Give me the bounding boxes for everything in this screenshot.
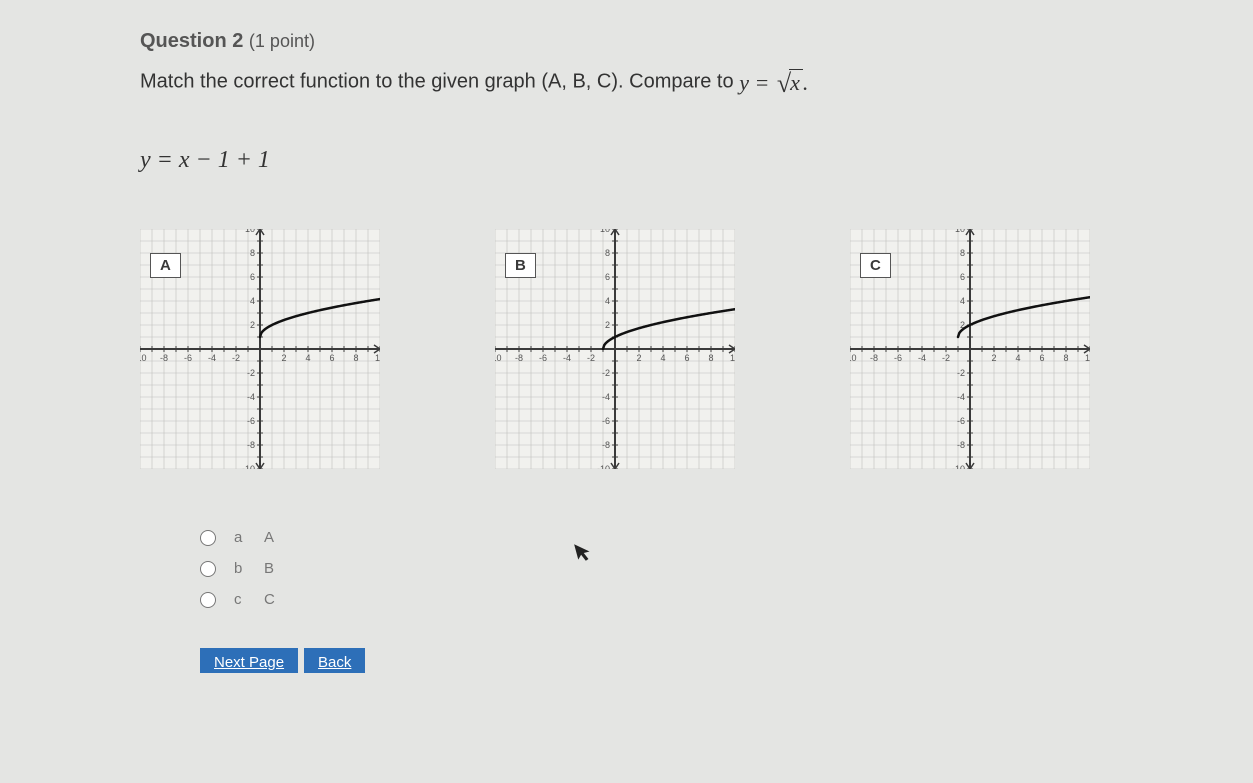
svg-text:-10: -10 xyxy=(597,464,610,469)
svg-text:4: 4 xyxy=(960,296,965,306)
svg-text:-6: -6 xyxy=(602,416,610,426)
graphs-row: A -10 -10 -8 -8 -6 -6 -4 -4 -2 -2 2 2 4 4 6 6 8 8 10 10 B -… xyxy=(140,229,1253,469)
svg-text:-2: -2 xyxy=(247,368,255,378)
svg-text:-2: -2 xyxy=(587,353,595,363)
radio-b[interactable] xyxy=(200,561,216,577)
svg-text:-8: -8 xyxy=(602,440,610,450)
svg-text:8: 8 xyxy=(1063,353,1068,363)
svg-text:6: 6 xyxy=(1039,353,1044,363)
question-number: Question 2 xyxy=(140,30,243,52)
radio-a[interactable] xyxy=(200,530,216,546)
svg-text:6: 6 xyxy=(605,272,610,282)
svg-text:4: 4 xyxy=(250,296,255,306)
svg-text:-8: -8 xyxy=(160,353,168,363)
svg-text:10: 10 xyxy=(600,229,610,234)
svg-text:-10: -10 xyxy=(242,464,255,469)
option-b[interactable]: b B xyxy=(200,560,1253,577)
svg-text:-4: -4 xyxy=(563,353,571,363)
compare-expression: y = x. xyxy=(739,67,808,97)
svg-text:-10: -10 xyxy=(952,464,965,469)
svg-text:-6: -6 xyxy=(539,353,547,363)
svg-text:2: 2 xyxy=(250,320,255,330)
svg-text:2: 2 xyxy=(281,353,286,363)
svg-text:-10: -10 xyxy=(850,353,857,363)
svg-text:10: 10 xyxy=(245,229,255,234)
option-value-c: C xyxy=(264,591,275,608)
svg-text:-4: -4 xyxy=(957,392,965,402)
question-points: (1 point) xyxy=(249,31,315,51)
answer-options: a A b B c C xyxy=(200,529,1253,608)
svg-text:6: 6 xyxy=(684,353,689,363)
svg-text:4: 4 xyxy=(605,296,610,306)
option-value-b: B xyxy=(264,560,274,577)
prompt-text: Match the correct function to the given … xyxy=(140,70,734,92)
option-c[interactable]: c C xyxy=(200,591,1253,608)
svg-text:2: 2 xyxy=(605,320,610,330)
svg-text:-6: -6 xyxy=(894,353,902,363)
svg-text:-4: -4 xyxy=(602,392,610,402)
svg-text:-8: -8 xyxy=(957,440,965,450)
svg-text:-8: -8 xyxy=(870,353,878,363)
svg-text:2: 2 xyxy=(636,353,641,363)
svg-text:-4: -4 xyxy=(208,353,216,363)
graph-label-b: B xyxy=(505,253,536,278)
svg-text:-2: -2 xyxy=(957,368,965,378)
svg-text:-10: -10 xyxy=(495,353,502,363)
question-prompt: Match the correct function to the given … xyxy=(140,67,1253,97)
radio-c[interactable] xyxy=(200,592,216,608)
svg-text:-2: -2 xyxy=(232,353,240,363)
svg-text:4: 4 xyxy=(1015,353,1020,363)
svg-text:8: 8 xyxy=(708,353,713,363)
graph-label-c: C xyxy=(860,253,891,278)
svg-text:10: 10 xyxy=(1085,353,1090,363)
svg-text:4: 4 xyxy=(305,353,310,363)
option-key-a: a xyxy=(234,529,246,546)
svg-text:2: 2 xyxy=(991,353,996,363)
svg-text:-2: -2 xyxy=(942,353,950,363)
nav-buttons: Next Page Back xyxy=(200,648,1253,673)
svg-text:6: 6 xyxy=(329,353,334,363)
graph-b: B -10 -10 -8 -8 -6 -6 -4 -4 -2 -2 2 2 4 4 6 6 8 8 10 10 xyxy=(495,229,735,469)
svg-text:8: 8 xyxy=(960,248,965,258)
graph-c: C -10-10-8-8-6-6-4-4-2-2224466881010 xyxy=(850,229,1090,469)
option-value-a: A xyxy=(264,529,274,546)
function-expression: y = x − 1 + 1 xyxy=(140,147,1253,174)
question-heading: Question 2 (1 point) xyxy=(140,30,1253,53)
option-key-c: c xyxy=(234,591,246,608)
svg-text:6: 6 xyxy=(250,272,255,282)
svg-text:4: 4 xyxy=(660,353,665,363)
option-key-b: b xyxy=(234,560,246,577)
svg-text:-4: -4 xyxy=(918,353,926,363)
svg-text:10: 10 xyxy=(955,229,965,234)
svg-text:8: 8 xyxy=(353,353,358,363)
svg-text:-6: -6 xyxy=(957,416,965,426)
next-page-button[interactable]: Next Page xyxy=(200,648,298,673)
svg-text:8: 8 xyxy=(250,248,255,258)
graph-a: A -10 -10 -8 -8 -6 -6 -4 -4 -2 -2 2 2 4 4 6 6 8 8 10 10 xyxy=(140,229,380,469)
option-a[interactable]: a A xyxy=(200,529,1253,546)
svg-text:-8: -8 xyxy=(247,440,255,450)
back-button[interactable]: Back xyxy=(304,648,365,673)
svg-text:-6: -6 xyxy=(247,416,255,426)
graph-label-a: A xyxy=(150,253,181,278)
svg-text:-2: -2 xyxy=(602,368,610,378)
svg-text:-8: -8 xyxy=(515,353,523,363)
svg-text:-10: -10 xyxy=(140,353,147,363)
svg-text:8: 8 xyxy=(605,248,610,258)
svg-text:10: 10 xyxy=(375,353,380,363)
svg-text:-6: -6 xyxy=(184,353,192,363)
svg-text:10: 10 xyxy=(730,353,735,363)
svg-text:-4: -4 xyxy=(247,392,255,402)
svg-text:6: 6 xyxy=(960,272,965,282)
